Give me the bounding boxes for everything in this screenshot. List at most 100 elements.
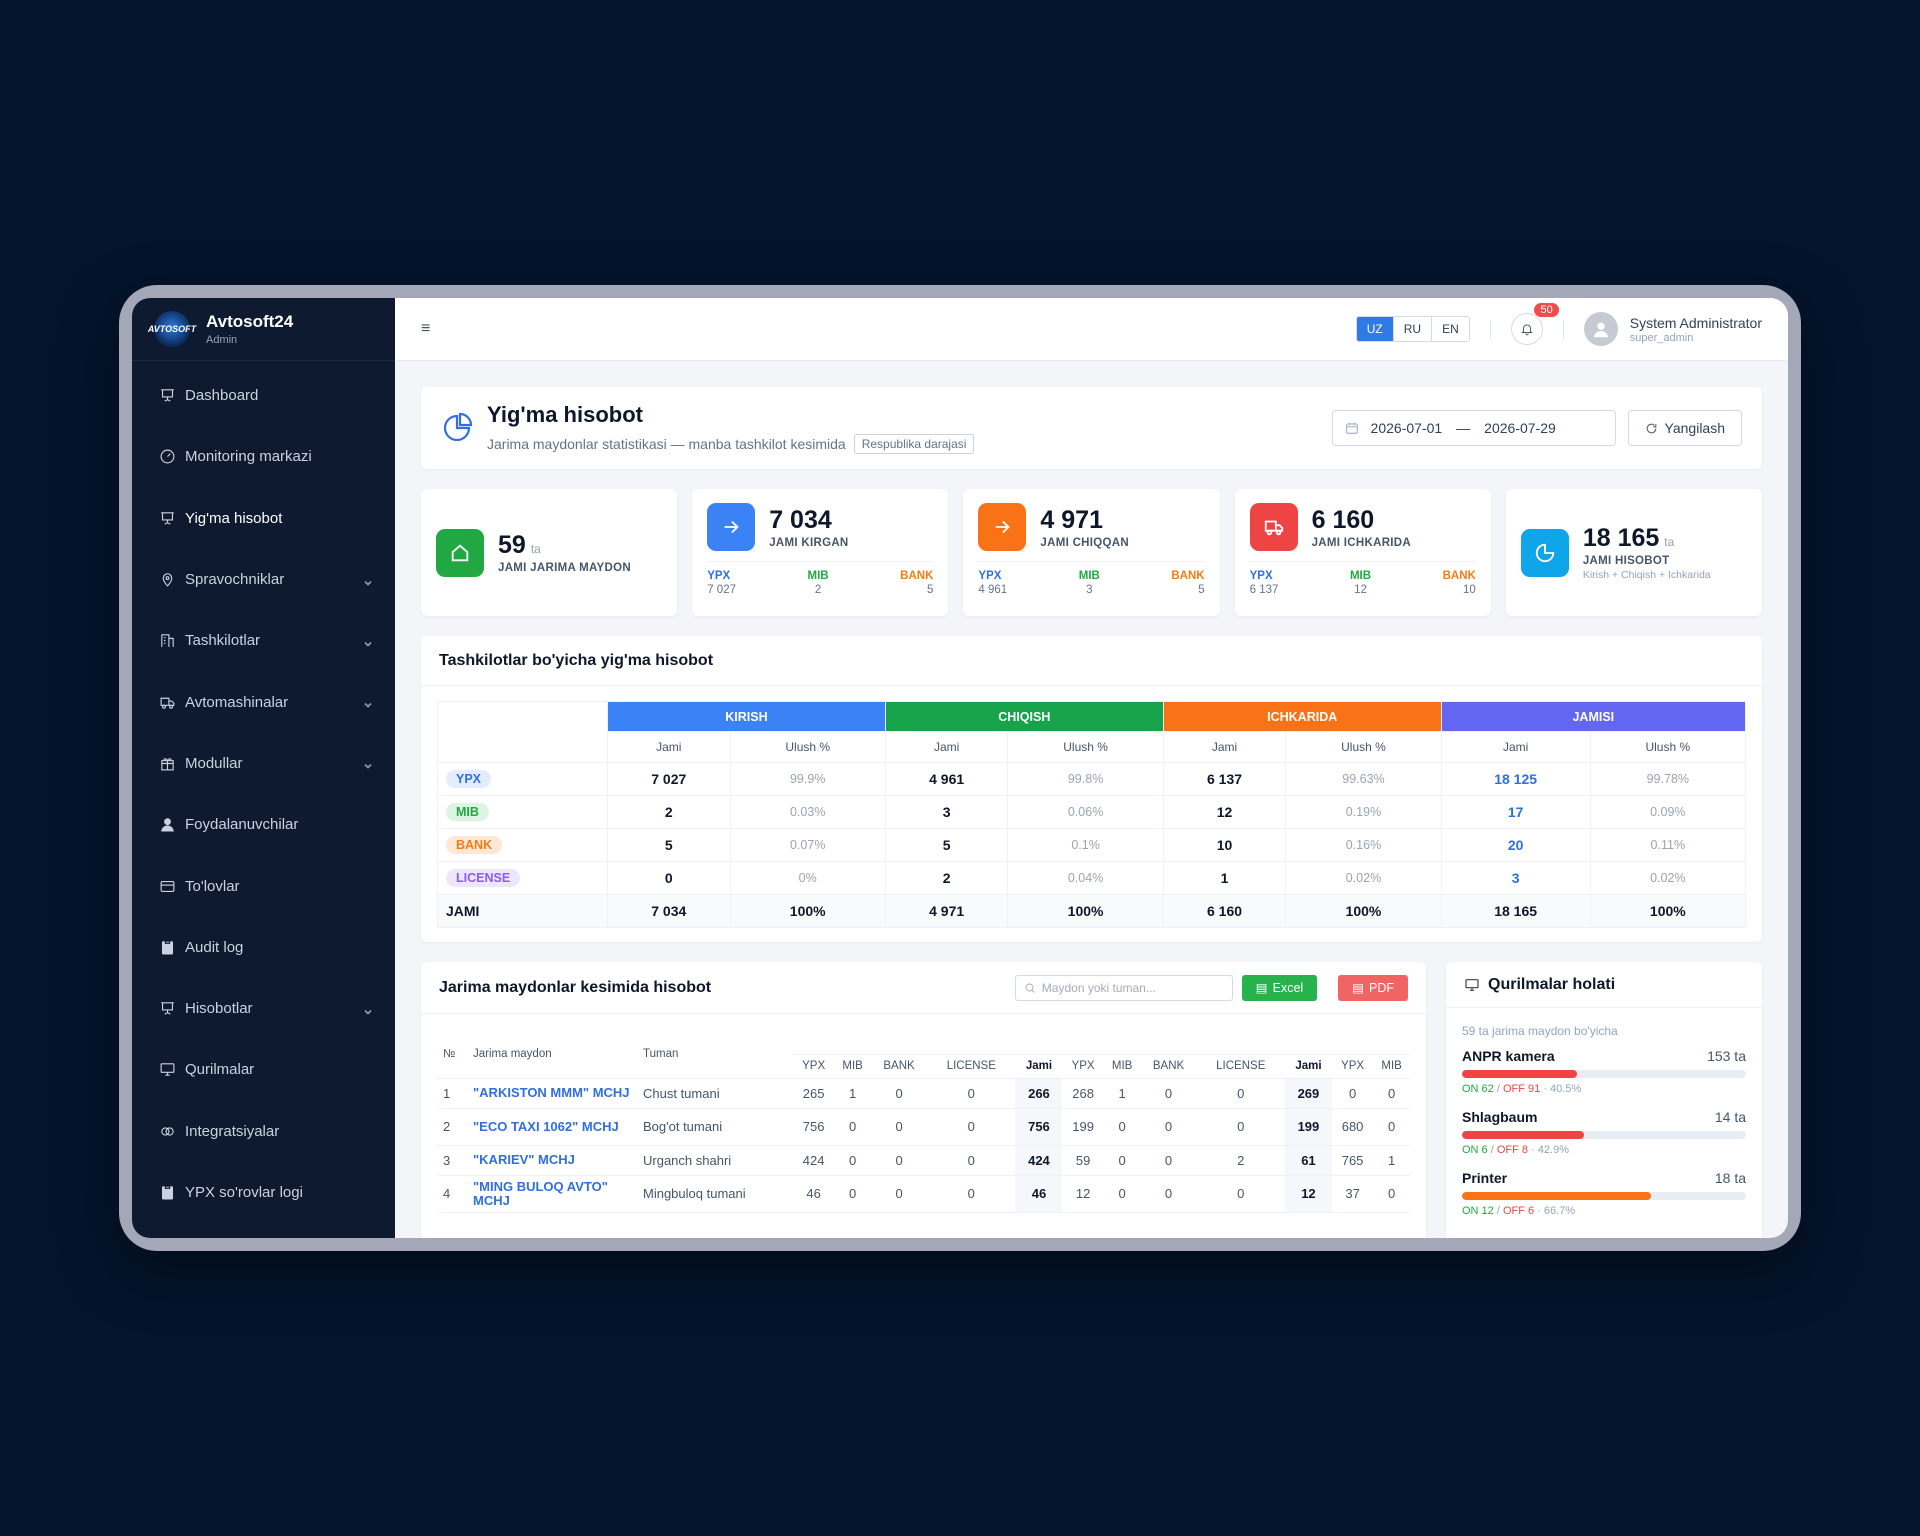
lang-en-button[interactable]: EN <box>1431 317 1469 341</box>
sidebar-item[interactable]: Dashboard <box>132 365 395 426</box>
sidebar-item[interactable]: Monitoring markazi <box>132 426 395 487</box>
breakdown-value: 6 137 <box>1249 584 1279 596</box>
col-ulush: Ulush % <box>1285 731 1442 763</box>
sidebar-item[interactable]: Foydalanuvchilar <box>132 794 395 855</box>
date-from[interactable]: 2026-07-01 <box>1370 420 1443 436</box>
sidebar-item[interactable]: Yig'ma hisobot <box>132 488 395 549</box>
table-cell: 3 <box>1440 861 1591 895</box>
date-to[interactable]: 2026-07-29 <box>1484 420 1556 436</box>
table-cell: 7 034 <box>607 894 731 928</box>
col-jami: Jami <box>607 731 731 763</box>
device-on: ON 6 <box>1462 1144 1488 1156</box>
chevron-down-icon[interactable] <box>363 636 373 647</box>
field-link[interactable]: "MING BULOQ AVTO" MCHJ <box>467 1175 637 1213</box>
date-range-picker[interactable]: 2026-07-01 — 2026-07-29 <box>1331 410 1616 446</box>
summary-table: Tashkilot KIRISH CHIQISH ICHKARIDA JAMIS… <box>437 701 1747 928</box>
notifications-button[interactable]: 50 <box>1510 303 1559 345</box>
table-cell: 100% <box>729 894 886 928</box>
user-icon <box>158 816 176 834</box>
table-cell: 266 <box>1015 1078 1063 1109</box>
stat-value: 6 160 <box>1311 505 1375 534</box>
devices-title: Qurilmalar holati <box>1488 975 1616 993</box>
field-link[interactable]: "ECO TAXI 1062" MCHJ <box>467 1108 637 1146</box>
device-name: Printer <box>1462 1170 1508 1186</box>
sidebar-item[interactable]: Tashkilotlar <box>132 610 395 671</box>
table-cell: 12 <box>1162 795 1287 829</box>
breakdown-label: BANK <box>1171 570 1205 582</box>
bottom-section: Jarima maydonlar kesimida hisobot Maydon… <box>421 962 1762 1238</box>
district: Bog'ot tumani <box>637 1108 793 1146</box>
chevron-down-icon[interactable] <box>363 575 373 586</box>
brand[interactable]: AVTOSOFT Avtosoft24 Admin <box>132 298 395 361</box>
stat-value: 59 <box>498 531 526 559</box>
sidebar-item[interactable]: Hisobotlar <box>132 978 395 1039</box>
group-header-chiqish: CHIQISH <box>884 701 1164 732</box>
file-icon: ▤ <box>1255 981 1268 995</box>
breakdown-value: 3 <box>1086 584 1093 596</box>
field-link[interactable]: "KARIEV" MCHJ <box>467 1145 637 1176</box>
menu-toggle-icon[interactable]: ≡ <box>421 320 431 337</box>
breakdown-label: BANK <box>1442 570 1476 582</box>
brand-name: Avtosoft24 <box>206 312 294 331</box>
breakdown-label: YPX <box>1249 570 1273 582</box>
row-no: 4 <box>437 1175 467 1213</box>
sidebar-item[interactable]: Modullar <box>132 733 395 794</box>
breakdown-value: 5 <box>1198 584 1205 596</box>
export-excel-button[interactable]: ▤ Excel <box>1241 974 1318 1001</box>
district: Mingbuloq tumani <box>637 1175 793 1213</box>
sidebar-item-label: Qurilmalar <box>185 1061 255 1079</box>
clipboard-icon <box>158 938 176 956</box>
table-cell: 0.1% <box>1007 828 1164 862</box>
sidebar-item[interactable]: YPX so'rovlar logi <box>132 1162 395 1223</box>
date-separator: — <box>1456 420 1471 436</box>
chevron-down-icon[interactable] <box>363 758 373 770</box>
sidebar-item[interactable]: To'lovlar <box>132 855 395 916</box>
breakdown-value: 2 <box>814 584 822 596</box>
total-row: JAMI 7 034 100% 4 971 100% 6 160 100% 18 165 100… <box>437 894 1747 928</box>
sidebar-item[interactable]: Audit log <box>132 917 395 978</box>
sidebar-item[interactable]: Spravochniklar <box>132 549 395 610</box>
credit-card-icon <box>158 877 176 895</box>
chevron-down-icon[interactable] <box>363 1004 373 1015</box>
table-cell: 0 <box>834 1175 871 1213</box>
table-cell: 199 <box>1284 1108 1332 1146</box>
table-cell: 46 <box>793 1175 835 1213</box>
pie-chart-icon <box>1520 528 1569 577</box>
search-input[interactable]: Maydon yoki tuman... <box>1014 974 1233 1001</box>
table-cell: 5 <box>884 828 1009 862</box>
breakdown-label: MIB <box>1078 570 1100 582</box>
table-cell: 765 <box>1331 1145 1374 1176</box>
monitor-icon <box>158 1061 176 1079</box>
table-cell: 0.11% <box>1589 828 1747 862</box>
sidebar-item[interactable]: Avtomashinalar <box>132 671 395 732</box>
sidebar-item-label: Modullar <box>185 754 243 772</box>
table-cell: 10 <box>1162 828 1287 862</box>
org-header: Tashkilot <box>437 701 608 763</box>
col-ulush: Ulush % <box>1007 731 1164 763</box>
table-cell: 0 <box>1196 1175 1285 1213</box>
sidebar-item[interactable]: Integratsiyalar <box>132 1101 395 1162</box>
table-row: 1 "ARKISTON MMM" MCHJ Chust tumani 265 1 0 0 26… <box>437 1078 1410 1109</box>
arrow-right-icon <box>707 503 756 551</box>
table-row: MIB 2 0.03% 3 0.06% 12 0.19% 17 0.09% <box>437 795 1747 829</box>
table-cell: 0 <box>1331 1078 1374 1109</box>
breakdown-label: YPX <box>978 570 1002 582</box>
table-row: 4 "MING BULOQ AVTO" MCHJ Mingbuloq tumani 4… <box>437 1175 1410 1213</box>
lang-uz-button[interactable]: UZ <box>1356 317 1393 341</box>
lang-ru-button[interactable]: RU <box>1392 317 1431 341</box>
table-cell: 0 <box>870 1078 928 1109</box>
sidebar-item[interactable]: Qurilmalar <box>132 1039 395 1100</box>
user-menu[interactable]: System Administrator super_admin <box>1583 312 1762 346</box>
table-cell: JAMI <box>437 894 608 928</box>
chevron-down-icon[interactable] <box>363 697 373 708</box>
device-progress-fill <box>1462 1131 1584 1139</box>
presentation-icon <box>158 387 176 405</box>
table-cell: 756 <box>793 1108 835 1146</box>
link-icon <box>158 1122 176 1140</box>
table-cell: 0.02% <box>1589 861 1747 895</box>
refresh-button[interactable]: Yangilash <box>1627 410 1742 446</box>
table-cell: 268 <box>1062 1078 1104 1109</box>
export-pdf-button[interactable]: ▤ PDF <box>1338 974 1408 1001</box>
field-link[interactable]: "ARKISTON MMM" MCHJ <box>467 1078 637 1109</box>
monitor-icon <box>1465 978 1479 991</box>
